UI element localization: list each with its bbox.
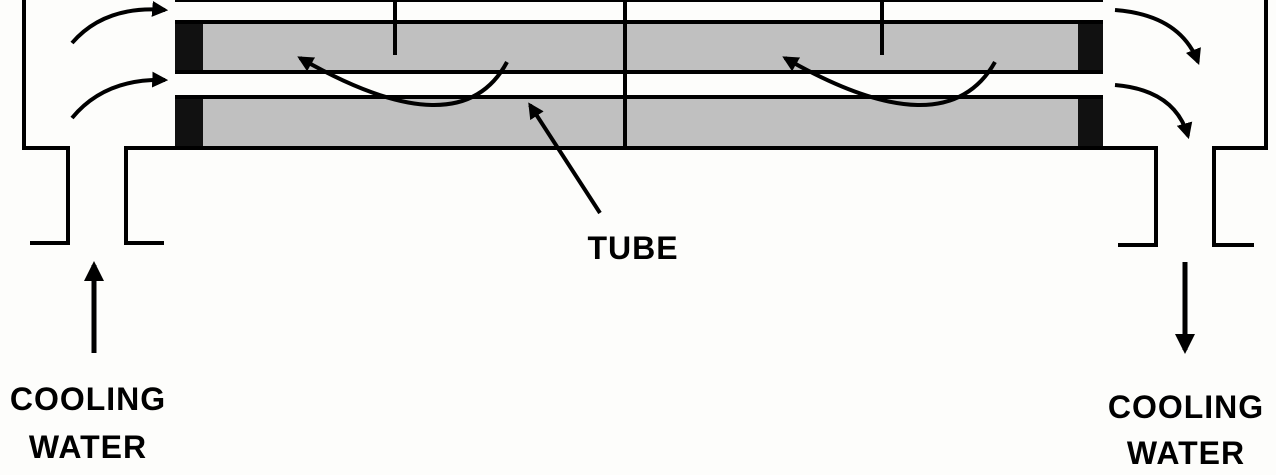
outlet-header [1103, 0, 1268, 247]
inlet-flow-arrow-lower [70, 71, 169, 120]
inlet-header [22, 0, 175, 245]
tube-row-lower [203, 97, 1078, 147]
shell-flow-arrow-left [297, 56, 509, 107]
cooling-water-outlet-label-line1: COOLING [1108, 389, 1264, 425]
tube-sheet-right-lower [1078, 95, 1103, 149]
outlet-flow-arrow-lower [1114, 83, 1193, 140]
tube-label: TUBE [587, 230, 678, 266]
cooling-water-inlet-label-line1: COOLING [10, 381, 166, 417]
inlet-flow-arrows [70, 0, 169, 120]
shell-flow-arrows [297, 56, 997, 107]
tube-sheet-left-lower [175, 95, 203, 149]
cooling-water-outlet-label-line2: WATER [1127, 435, 1245, 471]
inlet-flow-arrow-upper [70, 0, 169, 45]
tube-leader-arrow [528, 102, 602, 215]
tube-row-upper [203, 22, 1078, 72]
shell-flow-arrow-right [782, 56, 997, 107]
tube-sheet-left-upper [175, 20, 203, 74]
shell-baffles [393, 0, 884, 148]
tube-sheet-right-upper [1078, 20, 1103, 74]
outlet-flow-arrow-upper [1114, 8, 1201, 65]
tube-bundle [175, 0, 1103, 150]
cooling-water-inlet-label-line2: WATER [29, 429, 147, 465]
outlet-flow-arrows [1114, 8, 1201, 140]
